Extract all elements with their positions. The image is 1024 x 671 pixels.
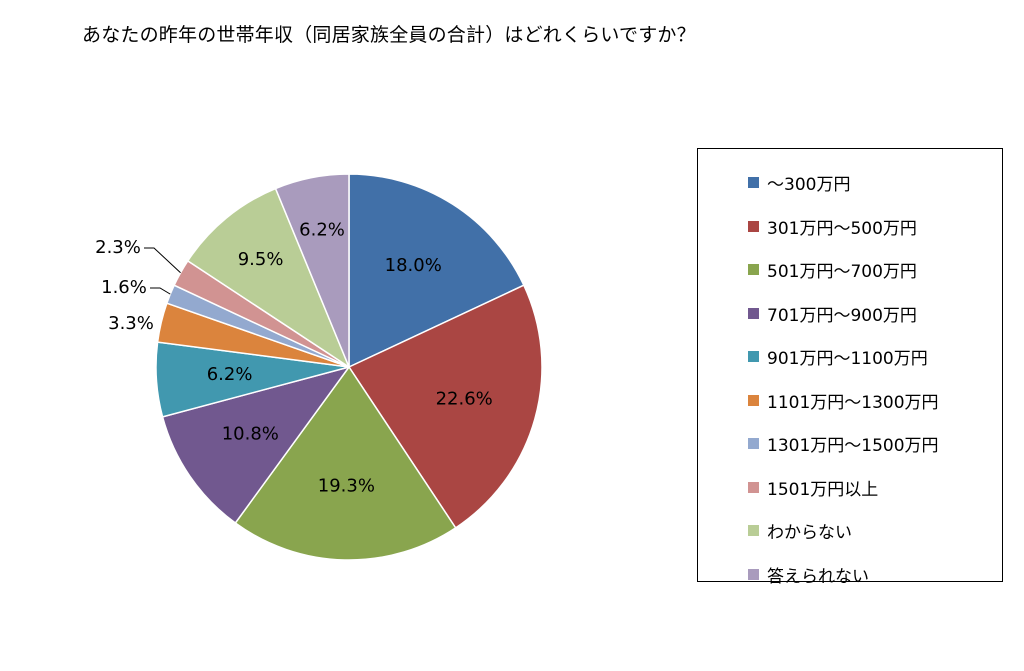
legend-swatch xyxy=(748,264,759,276)
slice-label: 2.3% xyxy=(95,237,141,258)
pie-slice xyxy=(186,187,351,369)
legend-label: わからない xyxy=(767,523,852,544)
pie-slices xyxy=(155,173,543,561)
pie-slice xyxy=(234,365,457,561)
legend-item: 701万円～900万円 xyxy=(748,292,1002,336)
slice-label: 6.2% xyxy=(299,220,345,241)
slice-label: 18.0% xyxy=(385,255,442,276)
legend-swatch xyxy=(748,568,759,580)
slice-label: 22.6% xyxy=(436,388,493,409)
legend: ～300万円 301万円～500万円 501万円～700万円 701万円～900万円 9… xyxy=(697,148,1003,587)
legend-item: 答えられない xyxy=(748,553,1002,597)
legend-item: 1101万円～1300万円 xyxy=(748,379,1002,423)
pie-slice xyxy=(161,365,351,525)
legend-label: 1301万円～1500万円 xyxy=(767,436,939,457)
legend-item: 501万円～700万円 xyxy=(748,248,1002,292)
legend-swatch xyxy=(748,220,759,232)
legend-label: 答えられない xyxy=(767,566,869,587)
legend-item: 1501万円以上 xyxy=(748,466,1002,510)
slice-labels: 18.0% 22.6% 19.3% 10.8% 6.2% 3.3% 1.6% 2.3% 9.5%… xyxy=(95,220,493,497)
pie-slice xyxy=(347,284,543,529)
legend-item: 1301万円～1500万円 xyxy=(748,422,1002,466)
legend-label: ～300万円 xyxy=(767,175,851,196)
legend-swatch xyxy=(748,438,759,450)
legend-item: ～300万円 xyxy=(748,161,1002,205)
legend-item: 901万円～1100万円 xyxy=(748,335,1002,379)
leader-line xyxy=(150,287,171,295)
legend-item: 301万円～500万円 xyxy=(748,205,1002,249)
slice-label: 10.8% xyxy=(222,424,279,445)
slice-label: 6.2% xyxy=(207,364,253,385)
legend-label: 701万円～900万円 xyxy=(767,305,917,326)
slice-label: 3.3% xyxy=(108,313,154,334)
legend-swatch xyxy=(748,351,759,363)
legend-swatch xyxy=(748,177,759,189)
legend-label: 901万円～1100万円 xyxy=(767,349,928,370)
legend-item: わからない xyxy=(748,509,1002,553)
pie-slice xyxy=(348,173,525,369)
legend-swatch xyxy=(748,394,759,406)
pie-slice xyxy=(274,173,350,368)
slice-label: 9.5% xyxy=(238,249,284,270)
legend-label: 1501万円以上 xyxy=(767,479,879,500)
legend-swatch xyxy=(748,307,759,319)
legend-swatch xyxy=(748,525,759,537)
leader-line xyxy=(144,247,181,274)
chart-title: あなたの昨年の世帯年収（同居家族全員の合計）はどれくらいですか？ xyxy=(82,24,696,46)
legend-swatch xyxy=(748,481,759,493)
slice-label: 19.3% xyxy=(318,476,375,497)
legend-label: 501万円～700万円 xyxy=(767,262,917,283)
slice-label: 1.6% xyxy=(101,277,147,298)
legend-label: 1101万円～1300万円 xyxy=(767,392,939,413)
legend-label: 301万円～500万円 xyxy=(767,218,917,239)
leader-lines xyxy=(144,247,181,295)
